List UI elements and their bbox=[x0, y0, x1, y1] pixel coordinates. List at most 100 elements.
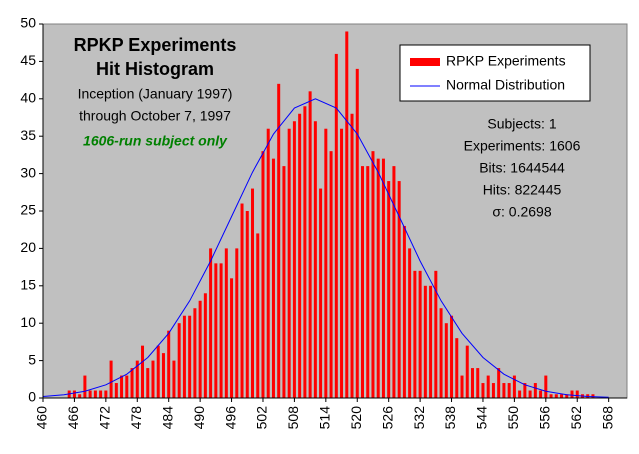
bar bbox=[360, 166, 364, 398]
x-tick-label: 538 bbox=[442, 406, 458, 430]
x-tick-label: 496 bbox=[222, 406, 238, 430]
x-tick-label: 484 bbox=[159, 406, 175, 430]
y-tick-label: 10 bbox=[20, 314, 36, 330]
bar bbox=[99, 390, 103, 398]
bar bbox=[146, 368, 150, 398]
bar bbox=[303, 106, 307, 398]
chart-title: RPKP Experiments bbox=[74, 35, 237, 55]
bar bbox=[230, 278, 234, 398]
subtitle: Inception (January 1997) bbox=[78, 86, 233, 102]
bar bbox=[392, 166, 396, 398]
bar bbox=[497, 368, 501, 398]
bar bbox=[72, 390, 76, 398]
bar bbox=[434, 270, 438, 398]
bar bbox=[565, 394, 569, 398]
bar bbox=[125, 375, 129, 398]
legend-label: RPKP Experiments bbox=[446, 53, 566, 69]
bar bbox=[381, 158, 385, 398]
bar bbox=[439, 308, 443, 398]
bar bbox=[93, 390, 97, 398]
bar bbox=[298, 113, 302, 398]
bar bbox=[209, 248, 213, 398]
legend bbox=[399, 44, 591, 102]
bar bbox=[345, 31, 349, 398]
bar bbox=[188, 315, 192, 398]
y-tick-label: 0 bbox=[28, 389, 36, 405]
bar bbox=[324, 128, 328, 398]
bar bbox=[203, 293, 207, 398]
bar bbox=[277, 83, 281, 398]
bar bbox=[151, 360, 155, 398]
bar bbox=[340, 128, 344, 398]
bar bbox=[408, 248, 412, 398]
bar bbox=[502, 383, 506, 398]
bar bbox=[256, 233, 260, 398]
bar bbox=[308, 91, 312, 398]
bar bbox=[533, 383, 537, 398]
y-tick-label: 30 bbox=[20, 164, 36, 180]
x-tick-label: 556 bbox=[537, 406, 553, 430]
bar bbox=[539, 390, 543, 398]
bar bbox=[88, 390, 92, 398]
bar bbox=[193, 308, 197, 398]
x-tick-label: 526 bbox=[379, 406, 395, 430]
bar bbox=[350, 113, 354, 398]
x-tick-label: 514 bbox=[317, 406, 333, 430]
x-tick-label: 562 bbox=[568, 406, 584, 430]
y-tick-label: 45 bbox=[20, 52, 36, 68]
bar bbox=[156, 345, 160, 398]
bar bbox=[224, 248, 228, 398]
bar bbox=[161, 353, 165, 398]
y-tick-label: 40 bbox=[20, 90, 36, 106]
bar bbox=[261, 151, 265, 398]
bar bbox=[429, 285, 433, 398]
y-tick-label: 15 bbox=[20, 277, 36, 293]
bar bbox=[512, 375, 516, 398]
stat: Subjects: 1 bbox=[487, 116, 556, 132]
bar bbox=[486, 375, 490, 398]
bar bbox=[120, 375, 124, 398]
subtitle: through October 7, 1997 bbox=[79, 108, 231, 124]
bar bbox=[292, 121, 296, 399]
y-tick-label: 20 bbox=[20, 239, 36, 255]
x-tick-label: 568 bbox=[599, 406, 615, 430]
bar bbox=[245, 211, 249, 398]
y-tick-label: 25 bbox=[20, 202, 36, 218]
note: 1606-run subject only bbox=[83, 133, 228, 149]
bar bbox=[83, 375, 87, 398]
bar bbox=[313, 121, 317, 399]
x-tick-label: 490 bbox=[191, 406, 207, 430]
bar bbox=[287, 128, 291, 398]
bar bbox=[507, 383, 511, 398]
bar bbox=[366, 166, 370, 398]
bar bbox=[376, 158, 380, 398]
bar bbox=[387, 181, 391, 398]
chart-title: Hit Histogram bbox=[96, 59, 214, 79]
x-tick-label: 508 bbox=[285, 406, 301, 430]
x-tick-label: 460 bbox=[34, 406, 50, 430]
stat: Hits: 822445 bbox=[483, 182, 562, 198]
legend-label: Normal Distribution bbox=[446, 77, 565, 93]
bar bbox=[460, 375, 464, 398]
bar bbox=[114, 383, 118, 398]
bar bbox=[334, 53, 338, 399]
stat: Bits: 1644544 bbox=[479, 160, 565, 176]
x-tick-label: 466 bbox=[65, 406, 81, 430]
bar bbox=[423, 285, 427, 398]
x-tick-label: 502 bbox=[254, 406, 270, 430]
bar bbox=[219, 263, 223, 398]
bar bbox=[329, 151, 333, 398]
bar bbox=[544, 375, 548, 398]
y-tick-label: 50 bbox=[20, 15, 36, 31]
bar bbox=[413, 270, 417, 398]
bar bbox=[271, 158, 275, 398]
bar bbox=[141, 345, 145, 398]
bar bbox=[235, 248, 239, 398]
bar bbox=[172, 360, 176, 398]
legend-swatch bbox=[410, 58, 440, 66]
bar bbox=[266, 128, 270, 398]
bar bbox=[251, 188, 255, 398]
bar bbox=[444, 323, 448, 398]
x-tick-label: 520 bbox=[348, 406, 364, 430]
